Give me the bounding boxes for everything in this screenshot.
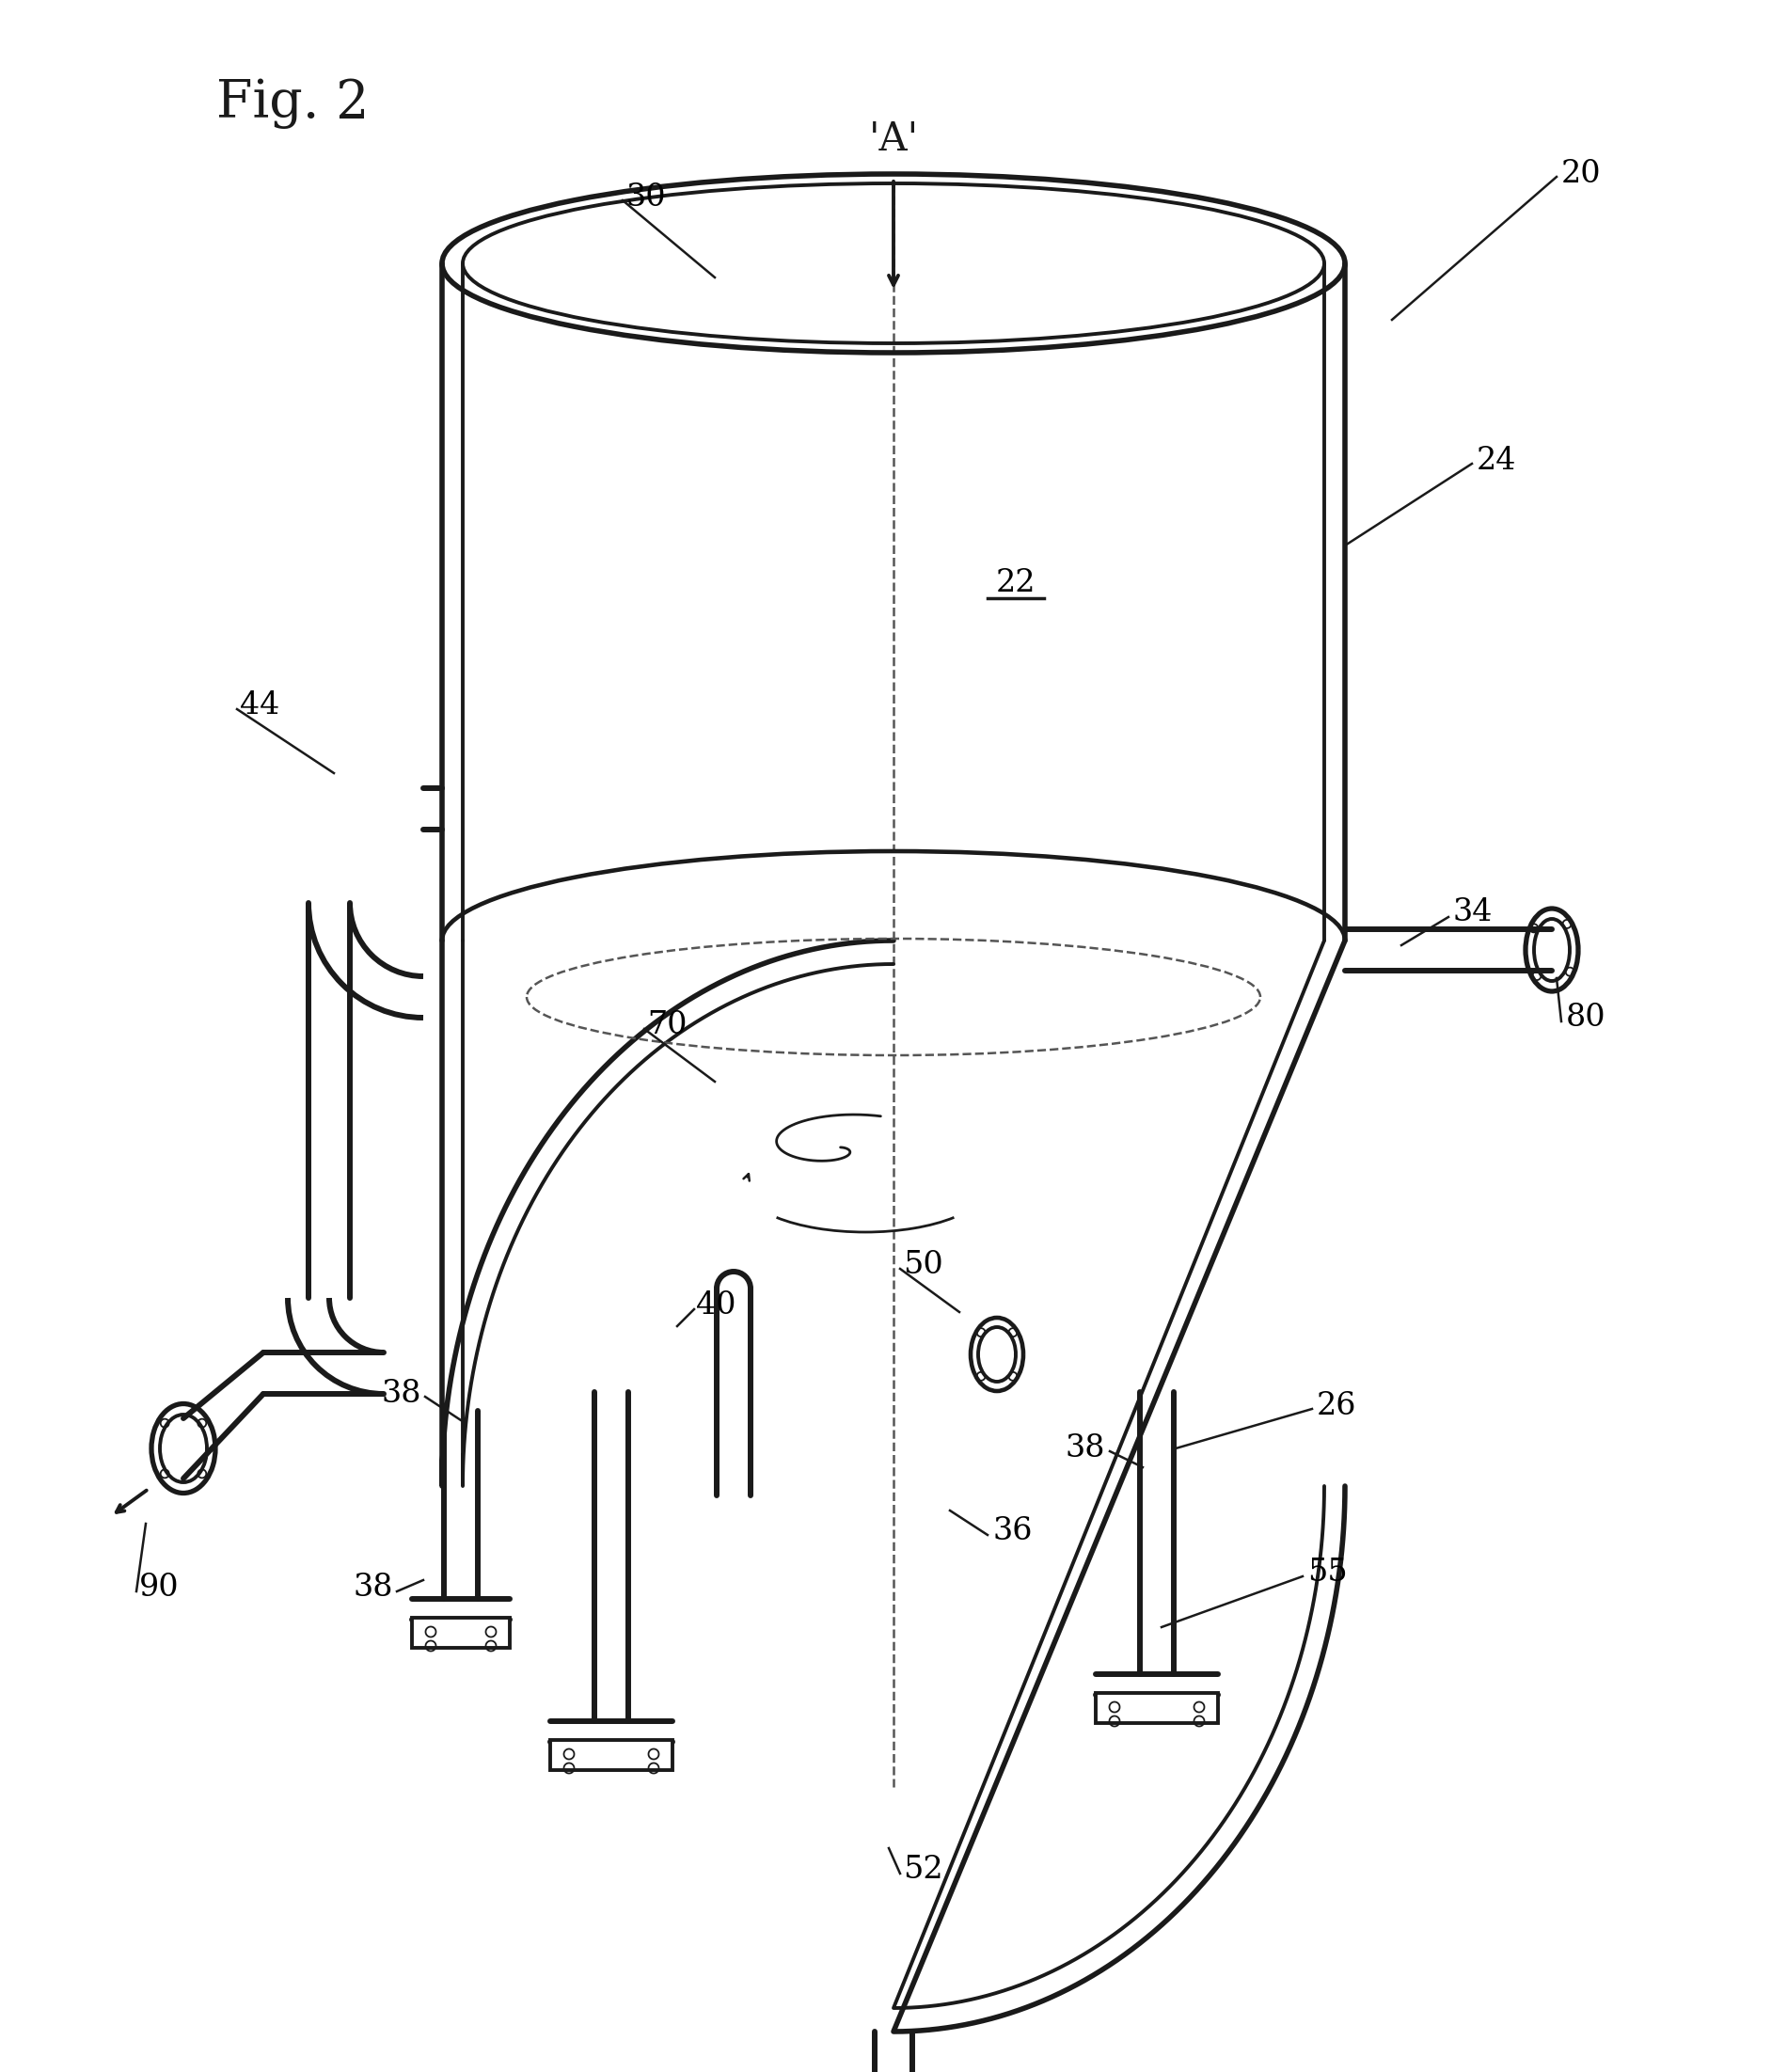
Text: 50: 50 bbox=[902, 1249, 944, 1280]
Text: Fig. 2: Fig. 2 bbox=[216, 79, 370, 128]
Text: 26: 26 bbox=[1317, 1390, 1356, 1421]
Bar bbox=[1095, 1693, 1219, 1724]
Bar bbox=[413, 1618, 509, 1647]
Text: 36: 36 bbox=[992, 1517, 1033, 1546]
Text: 22: 22 bbox=[995, 568, 1036, 599]
Text: 55: 55 bbox=[1308, 1558, 1347, 1587]
Text: 24: 24 bbox=[1476, 445, 1517, 477]
Text: 20: 20 bbox=[1562, 160, 1601, 189]
Text: 'A': 'A' bbox=[868, 120, 919, 160]
Bar bbox=[550, 1740, 672, 1769]
Text: 80: 80 bbox=[1565, 1003, 1607, 1032]
Text: 38: 38 bbox=[354, 1573, 393, 1602]
Text: 38: 38 bbox=[381, 1378, 422, 1409]
Text: 90: 90 bbox=[139, 1573, 179, 1602]
Text: 38: 38 bbox=[1065, 1434, 1104, 1463]
Text: 52: 52 bbox=[902, 1854, 944, 1886]
Text: 70: 70 bbox=[647, 1011, 686, 1040]
Text: 44: 44 bbox=[239, 690, 279, 721]
Text: 40: 40 bbox=[695, 1291, 736, 1320]
Text: 34: 34 bbox=[1453, 897, 1492, 928]
Text: 30: 30 bbox=[625, 182, 665, 213]
